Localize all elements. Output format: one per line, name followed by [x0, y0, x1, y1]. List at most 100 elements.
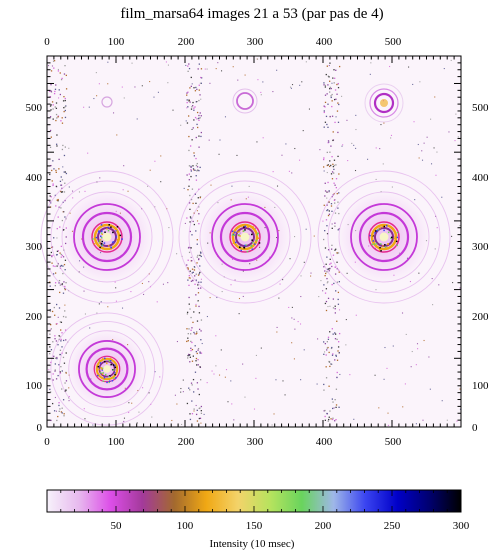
noise-speckle: [149, 169, 151, 171]
noise-speckle: [272, 171, 274, 173]
noise-speckle: [334, 398, 336, 401]
noise-speckle: [55, 169, 57, 172]
noise-speckle: [199, 351, 201, 353]
noise-speckle: [210, 184, 212, 186]
noise-speckle: [200, 339, 202, 341]
ring-speckle: [244, 229, 246, 231]
noise-speckle: [200, 252, 202, 254]
noise-speckle: [326, 225, 328, 227]
noise-speckle: [391, 186, 393, 188]
noise-speckle: [303, 349, 305, 351]
noise-speckle: [198, 89, 200, 91]
noise-speckle: [324, 182, 326, 184]
ring-speckle: [119, 234, 122, 237]
noise-speckle: [196, 239, 198, 241]
ring-speckle: [113, 377, 115, 380]
noise-speckle: [323, 389, 325, 391]
noise-speckle: [62, 292, 65, 294]
noise-speckle: [62, 272, 64, 275]
ring-speckle: [385, 224, 388, 227]
noise-speckle: [375, 289, 377, 291]
noise-speckle: [49, 206, 52, 208]
noise-speckle: [326, 341, 328, 343]
noise-speckle: [329, 268, 331, 270]
noise-speckle: [64, 106, 66, 108]
noise-speckle: [337, 131, 339, 134]
noise-speckle: [62, 356, 65, 359]
noise-speckle: [334, 420, 336, 422]
noise-speckle: [332, 298, 335, 300]
noise-speckle: [325, 73, 327, 76]
noise-speckle: [57, 216, 59, 218]
noise-speckle: [327, 268, 330, 270]
noise-speckle: [313, 235, 315, 237]
noise-speckle: [196, 170, 198, 172]
ring-speckle: [93, 243, 96, 245]
ring-speckle: [92, 238, 94, 240]
noise-speckle: [149, 81, 151, 83]
noise-speckle: [333, 407, 335, 409]
noise-speckle: [60, 411, 63, 413]
noise-speckle: [347, 160, 349, 162]
noise-speckle: [248, 185, 250, 187]
noise-speckle: [60, 329, 62, 331]
noise-speckle: [199, 265, 201, 267]
noise-speckle: [121, 307, 124, 309]
noise-speckle: [195, 230, 197, 232]
noise-speckle: [327, 84, 329, 86]
noise-speckle: [199, 271, 201, 274]
noise-speckle: [193, 155, 196, 157]
noise-speckle: [195, 294, 197, 296]
noise-speckle: [334, 308, 336, 310]
noise-speckle: [59, 349, 62, 351]
noise-speckle: [56, 117, 58, 119]
noise-speckle: [334, 222, 336, 224]
x-axis-bottom-labels: 0 100 200 300 400 500: [44, 436, 402, 448]
noise-speckle: [189, 270, 191, 272]
noise-speckle: [61, 219, 64, 222]
noise-speckle: [61, 407, 63, 409]
noise-speckle: [112, 112, 115, 114]
colorbar-tick-label: 150: [246, 520, 263, 532]
noise-speckle: [107, 83, 109, 85]
noise-speckle: [336, 192, 338, 195]
noise-speckle: [194, 345, 196, 347]
ring-speckle: [380, 243, 382, 245]
noise-speckle: [188, 179, 190, 181]
noise-speckle: [57, 415, 59, 418]
noise-speckle: [336, 93, 338, 95]
noise-speckle: [78, 191, 81, 193]
noise-speckle: [58, 410, 60, 412]
noise-speckle: [328, 360, 330, 363]
noise-speckle: [434, 96, 436, 98]
noise-speckle: [324, 415, 326, 418]
ring-center: [240, 232, 250, 242]
noise-speckle: [330, 418, 332, 420]
noise-speckle: [339, 373, 341, 376]
noise-speckle: [63, 263, 66, 266]
noise-speckle: [197, 68, 199, 70]
noise-speckle: [336, 110, 339, 112]
noise-speckle: [338, 192, 340, 194]
noise-speckle: [51, 255, 53, 258]
noise-speckle: [325, 115, 328, 118]
noise-speckle: [195, 333, 197, 335]
noise-speckle: [327, 140, 330, 142]
noise-speckle: [324, 101, 327, 104]
noise-speckle: [185, 64, 187, 66]
noise-speckle: [60, 265, 62, 267]
noise-speckle: [195, 360, 197, 362]
noise-speckle: [191, 400, 193, 402]
noise-speckle: [61, 122, 64, 124]
noise-speckle: [188, 135, 190, 138]
noise-speckle: [324, 94, 327, 96]
noise-speckle: [320, 280, 322, 282]
noise-speckle: [201, 77, 203, 79]
noise-speckle: [51, 101, 54, 103]
noise-speckle: [59, 72, 61, 74]
noise-speckle: [84, 313, 86, 315]
ring-speckle: [104, 357, 106, 360]
noise-speckle: [167, 82, 169, 84]
noise-speckle: [334, 305, 336, 307]
noise-speckle: [193, 391, 195, 393]
